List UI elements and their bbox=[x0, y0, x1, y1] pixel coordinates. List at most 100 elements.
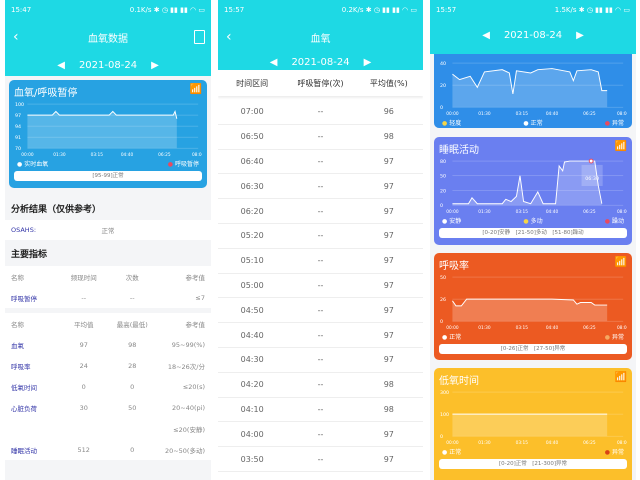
legend-item: 正常 bbox=[442, 447, 461, 456]
x-tick-label: 08:00 bbox=[192, 152, 202, 158]
y-tick-label: 70 bbox=[15, 146, 21, 152]
next-date-icon[interactable]: ▶ bbox=[363, 56, 372, 68]
status-icons: 1.5K/s ✱ ◷ ▮▮ ▮▮ ◠ ▭ bbox=[554, 6, 630, 14]
table-cell: 98 bbox=[383, 132, 394, 142]
table-row[interactable]: 06:40 -- 97 bbox=[218, 150, 423, 175]
metric-row: ≤20(安静) bbox=[5, 418, 211, 439]
x-tick-label: 06:25 bbox=[158, 152, 171, 158]
x-tick-label: 00:00 bbox=[446, 325, 459, 331]
status-time: 15:47 bbox=[11, 6, 32, 14]
chart-plot: 300 100 000:00 01:30 03:15 04:40 06:25 08:00 bbox=[440, 390, 627, 446]
back-icon[interactable]: ‹ bbox=[13, 29, 19, 45]
table-row[interactable]: 04:50 -- 97 bbox=[218, 298, 423, 324]
metric-cell: 98 bbox=[128, 340, 137, 349]
chart-plot: 40 20 000:00 01:30 03:15 04:40 06:25 08:00 bbox=[440, 61, 627, 117]
x-tick-label: 03:15 bbox=[516, 111, 529, 117]
table-row[interactable]: 04:30 -- 97 bbox=[218, 348, 423, 373]
table-cell: 04:20 bbox=[240, 380, 264, 390]
chart-toggle-icon[interactable]: 📶 bbox=[189, 84, 202, 95]
table-cell: -- bbox=[317, 181, 324, 191]
x-tick-label: 03:15 bbox=[91, 152, 104, 158]
table-cell: 96 bbox=[383, 107, 394, 117]
x-tick-label: 06:25 bbox=[583, 111, 596, 117]
table-row[interactable]: 05:00 -- 97 bbox=[218, 274, 423, 299]
table-row[interactable]: 04:20 -- 98 bbox=[218, 373, 423, 398]
table-cell: 97 bbox=[383, 156, 394, 166]
x-tick-label: 03:15 bbox=[516, 209, 529, 215]
date-label: 2021-08-24 bbox=[291, 56, 350, 68]
back-icon[interactable]: ‹ bbox=[226, 29, 232, 45]
table-header: 时间区间 呼吸暂停(次) 平均值(%) bbox=[218, 70, 423, 96]
table-row[interactable]: 04:00 -- 97 bbox=[218, 422, 423, 448]
date-label: 2021-08-24 bbox=[78, 59, 138, 71]
prev-date-icon[interactable]: ◀ bbox=[269, 56, 278, 68]
analysis-title: 分析结果（仅供参考） bbox=[11, 205, 102, 215]
chart-toggle-icon[interactable]: 📶 bbox=[614, 372, 627, 383]
table-row[interactable]: 06:30 -- 97 bbox=[218, 174, 423, 200]
table-cell: 98 bbox=[383, 380, 394, 390]
y-tick-label: 91 bbox=[15, 135, 21, 141]
main-indicators-title: 主要指标 bbox=[11, 250, 48, 260]
table-cell: -- bbox=[317, 132, 324, 142]
apnea-header: 名称 频现时间 次数 参考值 bbox=[5, 266, 211, 287]
table-cell: 04:40 bbox=[240, 330, 264, 340]
next-date-icon[interactable]: ▶ bbox=[151, 59, 159, 71]
x-tick-label: 00:00 bbox=[446, 111, 459, 117]
header: 15:57 1.5K/s ✱ ◷ ▮▮ ▮▮ ◠ ▭ ◀ 2021-08-24 ▶ bbox=[430, 0, 636, 54]
table-cell: -- bbox=[317, 231, 324, 241]
table-cell: 97 bbox=[383, 330, 394, 340]
metric-cell: 0 bbox=[81, 382, 86, 391]
screen-spo2-table: 15:57 0.2K/s ✱ ◷ ▮▮ ▮▮ ◠ ▭ ‹ 血氧 ◀ 2021-08-2… bbox=[218, 0, 423, 480]
y-tick-label: 0 bbox=[440, 319, 443, 325]
apnea-row: 呼吸暂停 -- -- ≤7 bbox=[5, 287, 211, 308]
table-row[interactable]: 06:50 -- 98 bbox=[218, 125, 423, 150]
metric-cell: 20~50(多动) bbox=[164, 446, 205, 455]
legend-item: 安静 bbox=[442, 216, 461, 225]
metric-cell: 30 bbox=[79, 403, 88, 412]
table-row[interactable]: 05:10 -- 97 bbox=[218, 249, 423, 274]
chart-toggle-icon[interactable]: 📶 bbox=[614, 141, 627, 152]
table-row[interactable]: 05:20 -- 97 bbox=[218, 224, 423, 249]
x-tick-label: 08:00 bbox=[617, 325, 627, 331]
chart-card: 血氧/呼吸暂停 📶 100 97 94 91 70 00:00 01:30 03:15 04:40 0… bbox=[9, 80, 207, 188]
table-cell: 97 bbox=[383, 454, 394, 464]
chart-title: 呼吸率 bbox=[439, 261, 469, 272]
legend-item: 异常 bbox=[605, 447, 624, 456]
series-line bbox=[27, 110, 178, 119]
table-cell: 97 bbox=[383, 256, 394, 266]
chart-toggle-icon[interactable]: 📶 bbox=[614, 257, 627, 268]
x-tick-label: 00:00 bbox=[446, 209, 459, 215]
metric-cell: 0 bbox=[130, 382, 135, 391]
x-tick-label: 03:15 bbox=[516, 440, 529, 446]
table-cell: 06:40 bbox=[240, 156, 264, 166]
prev-date-icon[interactable]: ◀ bbox=[482, 29, 490, 41]
next-date-icon[interactable]: ▶ bbox=[576, 29, 584, 41]
prev-date-icon[interactable]: ◀ bbox=[57, 59, 65, 71]
table-row[interactable]: 07:00 -- 96 bbox=[218, 100, 423, 125]
table-row[interactable]: 04:40 -- 97 bbox=[218, 323, 423, 348]
legend-item: 实时血氧 bbox=[17, 159, 48, 168]
table-cell: 04:10 bbox=[240, 404, 264, 414]
table-cell: 05:10 bbox=[240, 256, 264, 266]
table-cell: 97 bbox=[383, 429, 394, 439]
x-tick-label: 00:00 bbox=[446, 440, 459, 446]
list-icon[interactable] bbox=[194, 30, 205, 44]
table-row[interactable]: 06:20 -- 97 bbox=[218, 199, 423, 224]
screen-spo2-data: 15:47 0.1K/s ✱ ◷ ▮▮ ▮▮ ◠ ▭ ‹ 血氧数据 ◀ 2021-08… bbox=[5, 0, 211, 480]
chart-plot: 50 26 000:00 01:30 03:15 04:40 06:25 08:00 bbox=[440, 275, 627, 331]
chart-title: 低氧时间 bbox=[439, 376, 479, 387]
table-row[interactable]: 04:10 -- 98 bbox=[218, 398, 423, 423]
table-cell: 04:00 bbox=[240, 429, 264, 439]
x-tick-label: 04:40 bbox=[546, 440, 559, 446]
range-legend: [95-99]正常 bbox=[14, 171, 202, 181]
metric-cell: 512 bbox=[77, 445, 90, 454]
series-area bbox=[27, 111, 177, 149]
y-tick-label: 50 bbox=[440, 174, 446, 180]
y-tick-label: 0 bbox=[440, 203, 443, 209]
metric-cell: ≤20(s) bbox=[182, 382, 205, 391]
table-row[interactable]: 03:50 -- 97 bbox=[218, 447, 423, 472]
x-tick-label: 01:30 bbox=[478, 111, 491, 117]
metric-cell: ≤20(安静) bbox=[173, 425, 205, 434]
legend-item: 呼吸暂停 bbox=[168, 159, 199, 168]
